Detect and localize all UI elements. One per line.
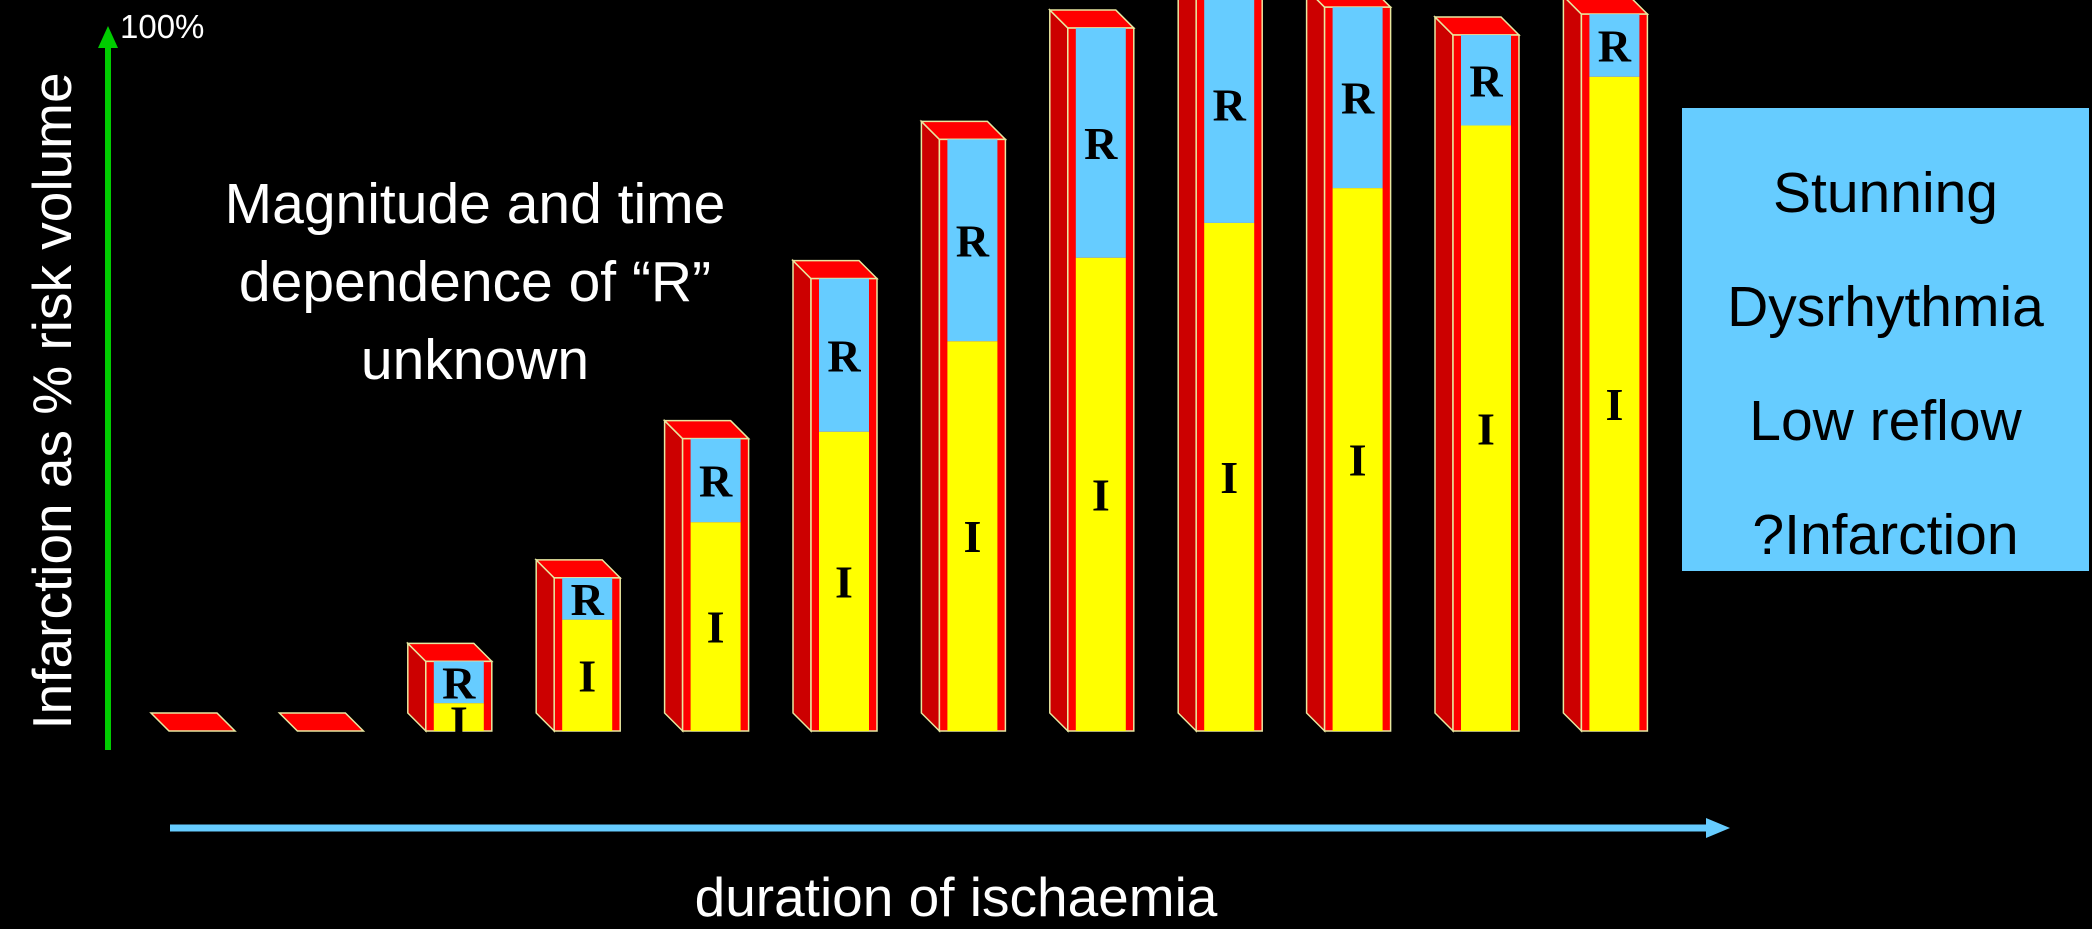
annotation-text: Magnitude and time dependence of “R” unk…: [195, 165, 755, 399]
bar-group: RI: [1177, 0, 1263, 733]
bar-label-i: I: [578, 650, 596, 701]
bar-segment-i: [947, 341, 998, 731]
bar-label-r: R: [1598, 21, 1632, 72]
legend-item: Low reflow: [1749, 389, 2022, 453]
bar-envelope-side: [1434, 15, 1454, 733]
bar-label-i: I: [835, 556, 853, 607]
bar-group: [277, 712, 366, 732]
bar-segment-r: [562, 577, 613, 620]
bar-group: RI: [662, 418, 751, 733]
bar-segment-i: [1461, 125, 1511, 732]
bar-segment-r: [819, 278, 869, 432]
bar-label-r: R: [699, 456, 733, 507]
bar-segment-r: [1075, 28, 1126, 258]
annotation-line: Magnitude and time: [224, 172, 726, 236]
bar-envelope-side: [920, 119, 941, 733]
bar-label-i: I: [963, 511, 981, 562]
bar-label-r: R: [1469, 55, 1503, 106]
bar-label-r: R: [956, 215, 990, 266]
bar-group: RI: [791, 258, 879, 733]
bar-group: RI: [1305, 0, 1393, 733]
y-axis-label: Infarction as % risk volume: [21, 72, 83, 730]
bar-envelope-top: [277, 712, 366, 732]
bar-segment-i: [433, 703, 484, 731]
legend-item: ?Infarction: [1752, 503, 2019, 567]
bar-segment-r: [1332, 7, 1383, 189]
bar-label-i: I: [1092, 469, 1110, 520]
bar-segment-i: [1332, 188, 1383, 731]
bar-segment-r: [1204, 0, 1255, 223]
bar-label-r: R: [1084, 118, 1118, 169]
bar-label-i: I: [1220, 452, 1238, 503]
x-axis-label: duration of ischaemia: [694, 866, 1218, 928]
annotation-line: unknown: [360, 328, 590, 392]
bar-group: RI: [1433, 15, 1521, 733]
bar-label-i: I: [1349, 435, 1367, 486]
bar-segment-r: [433, 661, 484, 704]
bar-segment-r: [1461, 35, 1511, 126]
bar-envelope-side: [663, 418, 684, 733]
bar-envelope-side: [1049, 8, 1069, 733]
bar-segment-r: [947, 139, 998, 342]
bar-segment-r: [1589, 14, 1640, 77]
bar-segment-i: [1589, 76, 1640, 731]
bar-label-i: I: [1605, 379, 1623, 430]
bar-segment-i: [1204, 222, 1255, 732]
legend-box: Stunning Dysrhythmia Low reflow ?Infarct…: [1682, 108, 2089, 571]
bar-segment-i: [1075, 257, 1126, 731]
axes: [98, 26, 1730, 838]
bar-label-i: I: [707, 602, 725, 653]
bar-label-r: R: [1341, 73, 1375, 124]
y-axis-max-label: 100%: [120, 8, 205, 45]
bar-label-r: R: [827, 330, 861, 381]
bar-group: RI: [534, 558, 623, 733]
bar-label-r: R: [571, 574, 605, 625]
bar-envelope-side: [792, 258, 812, 733]
bar-label-r: R: [1213, 80, 1247, 131]
bar-group: RI: [1047, 8, 1136, 733]
y-axis-arrowhead: [98, 26, 118, 48]
bar-envelope-side: [1177, 0, 1197, 733]
bar-segment-i: [690, 522, 741, 731]
bar-group: [149, 712, 237, 732]
bar-group: RI: [405, 641, 494, 747]
legend-item: Dysrhythmia: [1727, 275, 2044, 339]
bar-label-r: R: [442, 657, 476, 708]
x-axis-arrowhead: [1706, 818, 1730, 838]
bar-envelope-side: [1562, 0, 1583, 733]
bar-segment-i: [562, 619, 613, 731]
annotation-line: dependence of “R”: [238, 250, 712, 314]
bar-group: RI: [1562, 0, 1650, 733]
bar-label-i: I: [450, 696, 468, 747]
bar-envelope-side: [1305, 0, 1326, 733]
bar-envelope-top: [149, 712, 237, 732]
bar-segment-i: [819, 431, 869, 731]
bar-group: RI: [919, 119, 1008, 733]
legend-item: Stunning: [1772, 161, 1999, 225]
bar-segment-r: [690, 438, 741, 523]
bar-envelope-side: [535, 558, 555, 733]
bar-label-i: I: [1477, 403, 1495, 454]
